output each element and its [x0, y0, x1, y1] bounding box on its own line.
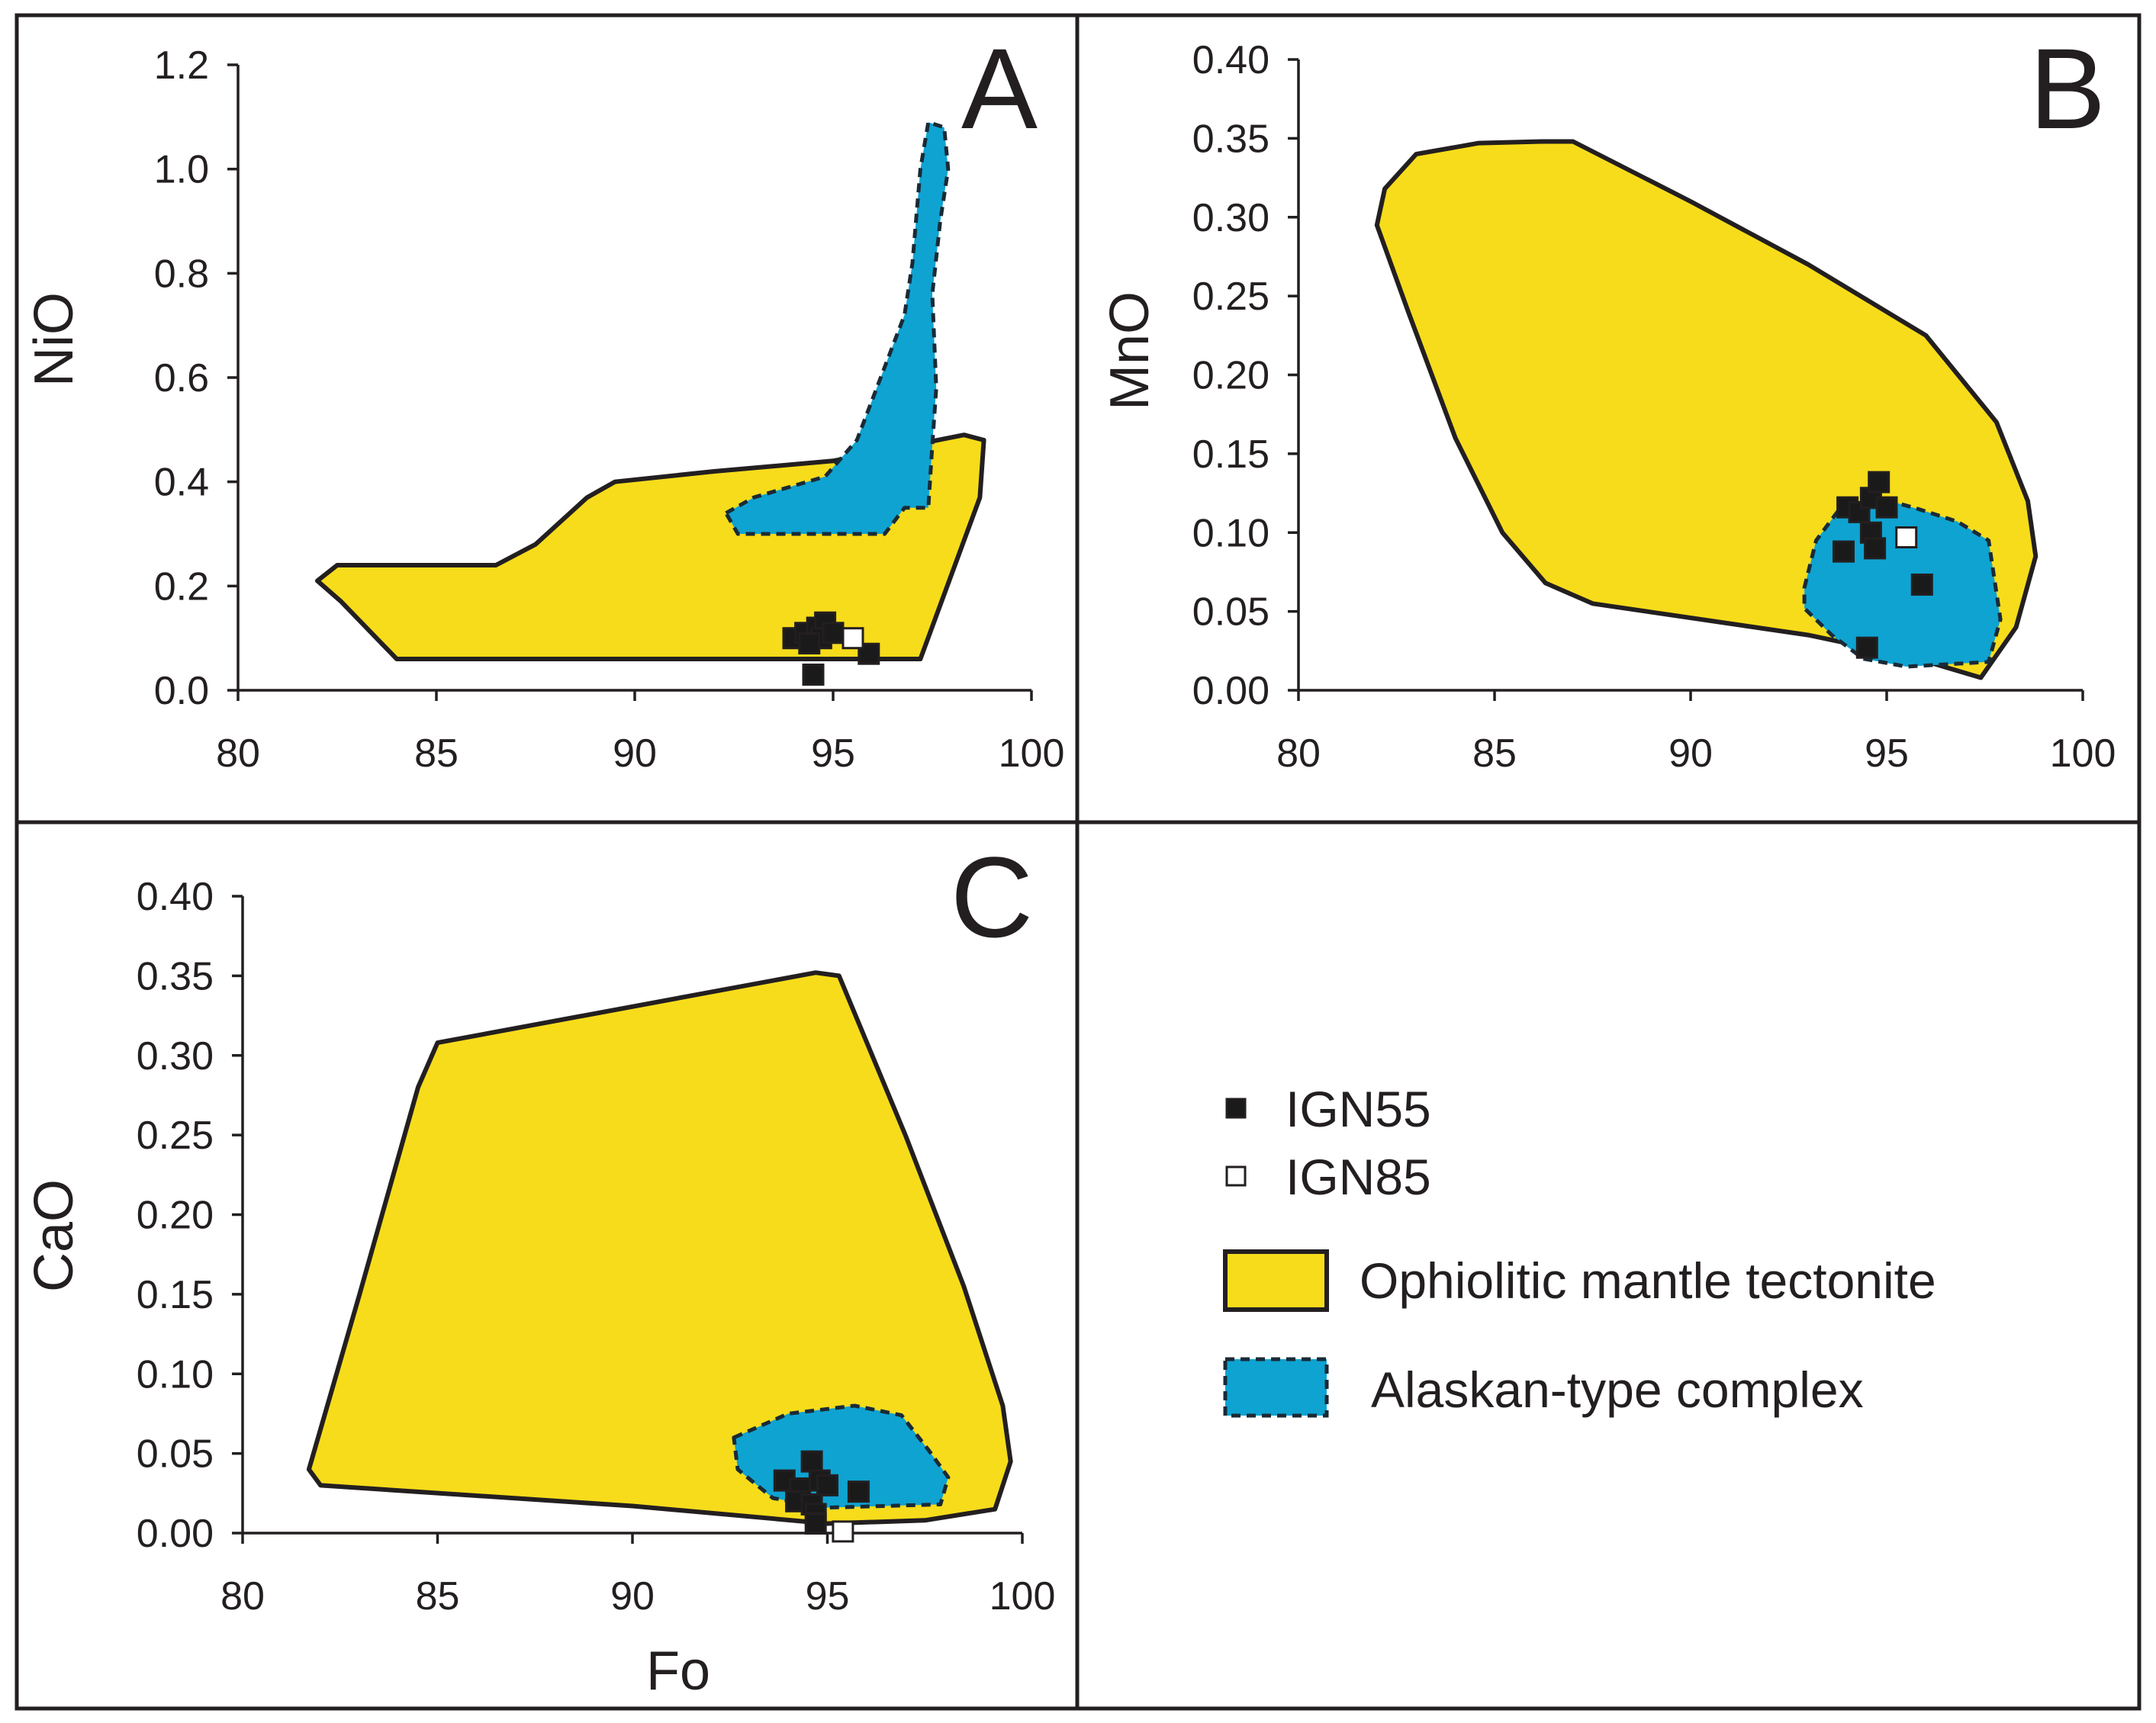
panel-c-ign55-point	[848, 1482, 868, 1502]
panel-b-ign55-point	[1857, 638, 1877, 657]
panel-a-x-tick-label: 90	[613, 731, 657, 776]
panel-c-x-axis-label: Fo	[646, 1641, 710, 1702]
panel-c-ign55-point	[806, 1514, 825, 1534]
figure-canvas: A B C 80 85 90 95 100 0.0 0.2 0.4 0.6 0.8 1.0 1.2 Ni…	[0, 0, 2156, 1723]
panel-b-y-tick-label: 0.40	[1192, 38, 1269, 82]
panel-c-y-tick-label: 0.25	[137, 1114, 214, 1158]
panel-b-ign55-point	[1865, 538, 1885, 558]
panel-c-y-tick-label: 0.30	[137, 1034, 214, 1078]
legend-alaskan-label: Alaskan-type complex	[1371, 1361, 1864, 1418]
legend: IGN55 IGN85 Ophiolitic mantle tectonite …	[1225, 1081, 1936, 1418]
panel-a-letter: A	[961, 24, 1038, 153]
panel-a-x-tick-label: 85	[414, 731, 459, 776]
panel-c-x-tick-label: 85	[416, 1574, 460, 1619]
chart-panel-b: 80 85 90 95 100 0.00 0.05 0.10 0.15 0.20 0.25 0.30 0…	[1099, 38, 2116, 776]
panel-c-ign85-point	[833, 1522, 853, 1541]
panel-b-x-tick-label: 90	[1668, 731, 1713, 776]
panel-c-y-tick-label: 0.10	[137, 1352, 214, 1397]
panel-a-y-tick-label: 1.2	[154, 43, 209, 88]
panel-a-x-tick-label: 100	[999, 731, 1065, 776]
panel-a-y-tick-label: 0.8	[154, 252, 209, 296]
panel-a-y-tick-label: 0.6	[154, 356, 209, 400]
panel-c-y-tick-label: 0.05	[137, 1432, 214, 1477]
panel-b-y-tick-label: 0.15	[1192, 432, 1269, 477]
legend-alaskan-swatch	[1225, 1359, 1327, 1416]
panel-a-y-tick-label: 0.4	[154, 461, 209, 505]
panel-b-y-tick-label: 0.30	[1192, 196, 1269, 240]
panel-c-y-tick-label: 0.35	[137, 954, 214, 998]
panel-b-x-tick-label: 95	[1865, 731, 1909, 776]
panel-b-y-axis-label: MnO	[1099, 291, 1160, 410]
panel-a-x-tick-label: 80	[216, 731, 260, 776]
panel-c-y-tick-label: 0.40	[137, 875, 214, 919]
panel-c-ign55-point	[818, 1475, 838, 1495]
panel-a-y-axis-label: NiO	[24, 292, 85, 387]
panel-b-y-tick-label: 0.00	[1192, 669, 1269, 713]
panel-b-y-tick-label: 0.10	[1192, 511, 1269, 555]
panel-a-ign55-point	[823, 623, 843, 643]
legend-ophiolite-swatch	[1225, 1252, 1327, 1310]
panel-c-x-tick-label: 100	[990, 1574, 1056, 1619]
panel-a-ign55-point	[803, 665, 823, 685]
legend-ign55-marker	[1227, 1099, 1245, 1117]
panel-a-x-tick-label: 95	[811, 731, 855, 776]
panel-c-y-axis-label: CaO	[24, 1179, 85, 1292]
legend-ign85-marker	[1227, 1167, 1245, 1185]
legend-ign55-label: IGN55	[1286, 1081, 1431, 1137]
legend-ophiolite-label: Ophiolitic mantle tectonite	[1360, 1252, 1936, 1309]
panel-b-x-tick-label: 85	[1472, 731, 1517, 776]
panel-c-y-tick-label: 0.15	[137, 1273, 214, 1317]
panel-c-x-tick-label: 95	[806, 1574, 850, 1619]
panel-c-letter: C	[951, 833, 1033, 961]
panel-b-ign85-point	[1897, 528, 1916, 548]
panel-a-y-tick-label: 0.2	[154, 564, 209, 609]
panel-c-x-tick-label: 80	[220, 1574, 265, 1619]
panel-b-ign55-point	[1834, 542, 1854, 561]
panel-a-y-tick-label: 1.0	[154, 148, 209, 192]
panel-b-y-tick-label: 0.20	[1192, 354, 1269, 398]
chart-panel-c: 80 85 90 95 100 0.00 0.05 0.10 0.15 0.20 0.25 0.30 0…	[24, 875, 1055, 1702]
panel-c-y-tick-label: 0.20	[137, 1194, 214, 1238]
legend-ign85-label: IGN85	[1286, 1149, 1431, 1205]
panel-b-y-tick-label: 0.25	[1192, 275, 1269, 319]
panel-a-ign85-point	[843, 628, 863, 648]
panel-c-y-tick-label: 0.00	[137, 1512, 214, 1556]
panel-b-y-tick-label: 0.35	[1192, 117, 1269, 161]
panel-b-y-tick-label: 0.05	[1192, 590, 1269, 635]
panel-b-x-tick-label: 80	[1276, 731, 1321, 776]
panel-b-x-tick-label: 100	[2050, 731, 2116, 776]
panel-b-ign55-point	[1912, 575, 1932, 595]
panel-a-y-tick-label: 0.0	[154, 669, 209, 713]
panel-b-ign55-point	[1877, 497, 1897, 517]
panel-c-ign55-point	[802, 1451, 822, 1471]
panel-c-x-tick-label: 90	[610, 1574, 655, 1619]
panel-b-letter: B	[2029, 24, 2106, 153]
chart-panel-a: 80 85 90 95 100 0.0 0.2 0.4 0.6 0.8 1.0 1.2 NiO	[24, 43, 1064, 776]
panel-b-ign55-point	[1869, 472, 1889, 492]
panel-a-ign55-point	[800, 634, 819, 654]
